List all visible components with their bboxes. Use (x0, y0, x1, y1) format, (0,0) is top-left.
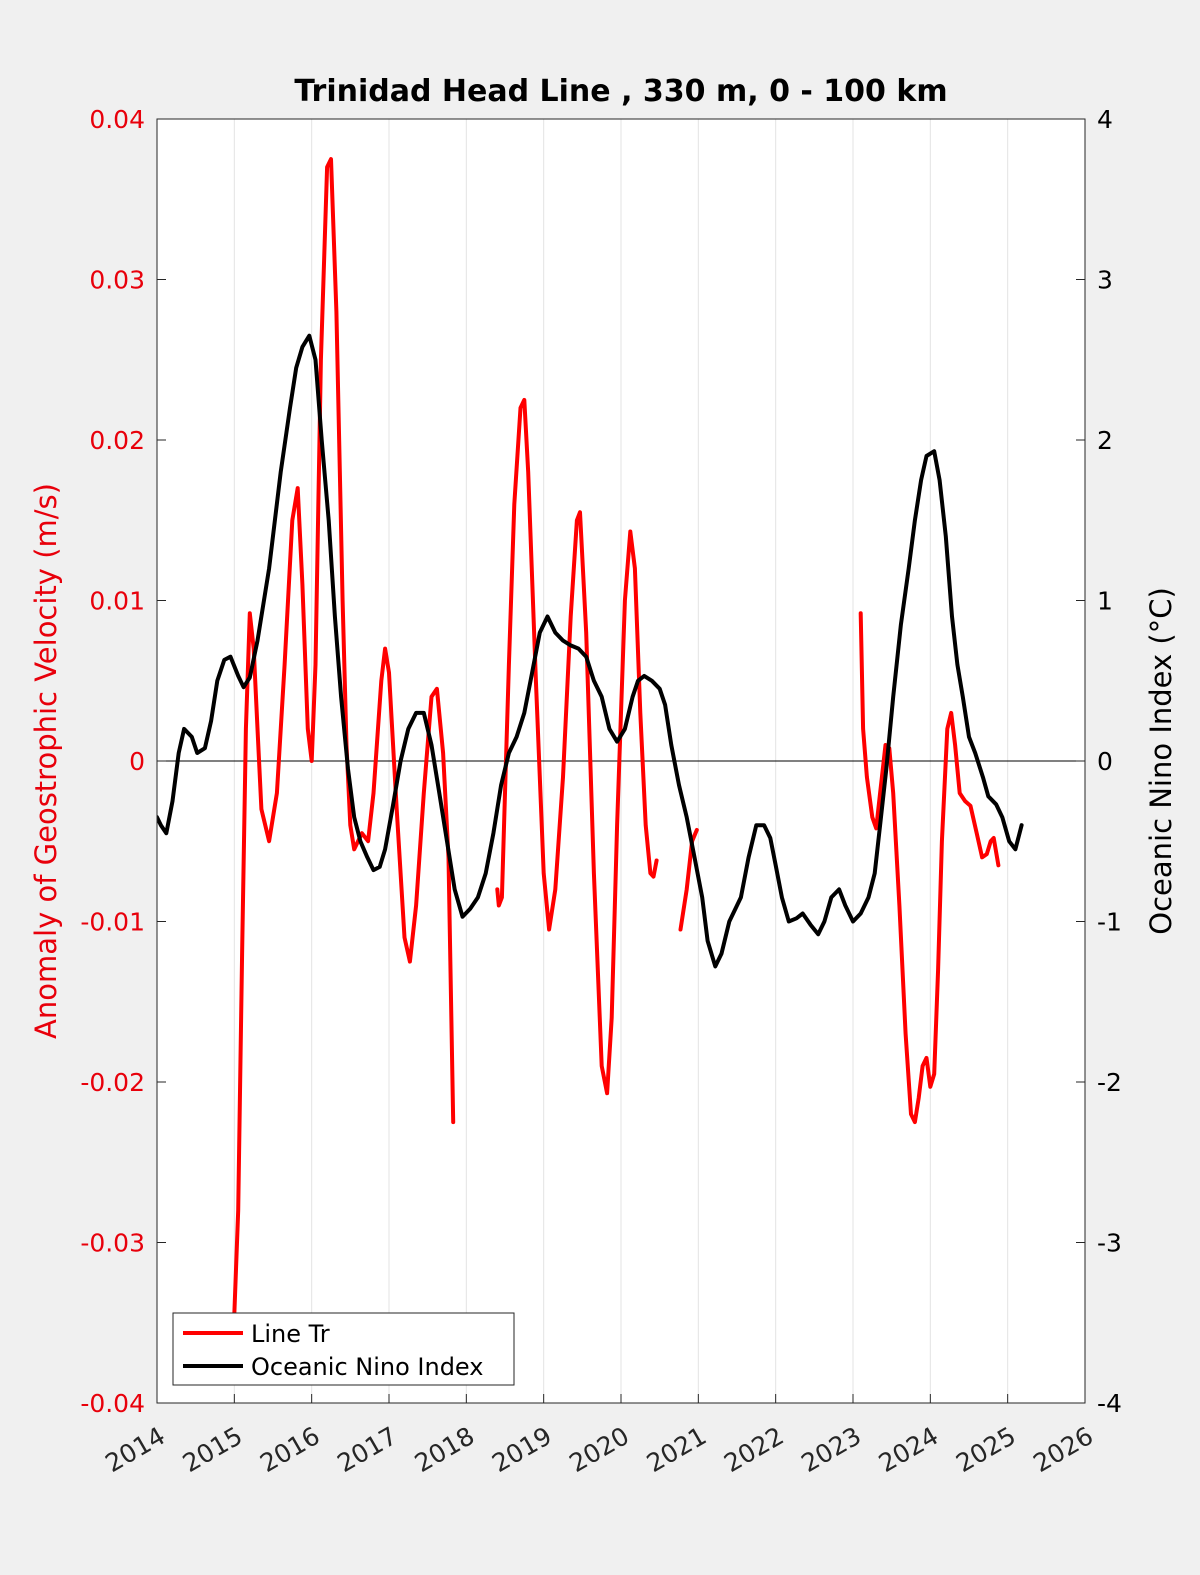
y-right-tick-label: 4 (1097, 105, 1113, 134)
legend-label-line-tr: Line Tr (251, 1320, 330, 1348)
series-line-line-tr-segment-2 (678, 828, 699, 932)
y-left-tick-label: 0 (129, 747, 145, 776)
series-group (157, 157, 1024, 1317)
y-right-tick-label: 2 (1097, 426, 1113, 455)
y-left-tick-label: -0.04 (80, 1389, 145, 1418)
series-line-line-tr-segment-0 (232, 157, 456, 1317)
series-line-line-tr-segment-1 (495, 397, 659, 1096)
y-right-tick-label: -3 (1097, 1229, 1122, 1258)
legend-box (172, 1312, 515, 1386)
y-right-tick-label: 0 (1097, 747, 1113, 776)
y-axis-left-label: Anomaly of Geostrophic Velocity (m/s) (29, 483, 63, 1039)
y-left-tick-label: 0.01 (89, 587, 145, 616)
y-right-tick-label: -2 (1097, 1068, 1122, 1097)
y-axis-right-label: Oceanic Nino Index (°C) (1144, 587, 1178, 935)
y-right-tick-label: -4 (1097, 1389, 1122, 1418)
y-left-tick-label: -0.03 (80, 1229, 145, 1258)
y-left-tick-label: 0.04 (89, 105, 145, 134)
chart-title: Trinidad Head Line , 330 m, 0 - 100 km (294, 74, 947, 109)
y-left-tick-label: -0.01 (80, 908, 145, 937)
y-right-tick-label: -1 (1097, 908, 1122, 937)
legend: Line Tr Oceanic Nino Index (172, 1312, 515, 1386)
y-right-tick-label: 1 (1097, 587, 1113, 616)
y-left-tick-label: -0.02 (80, 1068, 145, 1097)
series-line-oceanic-nino-index-segment-0 (157, 333, 1024, 969)
y-left-tick-label: 0.02 (89, 426, 145, 455)
y-left-tick-label: 0.03 (89, 266, 145, 295)
legend-label-oni: Oceanic Nino Index (251, 1353, 483, 1381)
series-line-line-tr-segment-3 (858, 611, 1001, 1125)
y-right-tick-label: 3 (1097, 266, 1113, 295)
